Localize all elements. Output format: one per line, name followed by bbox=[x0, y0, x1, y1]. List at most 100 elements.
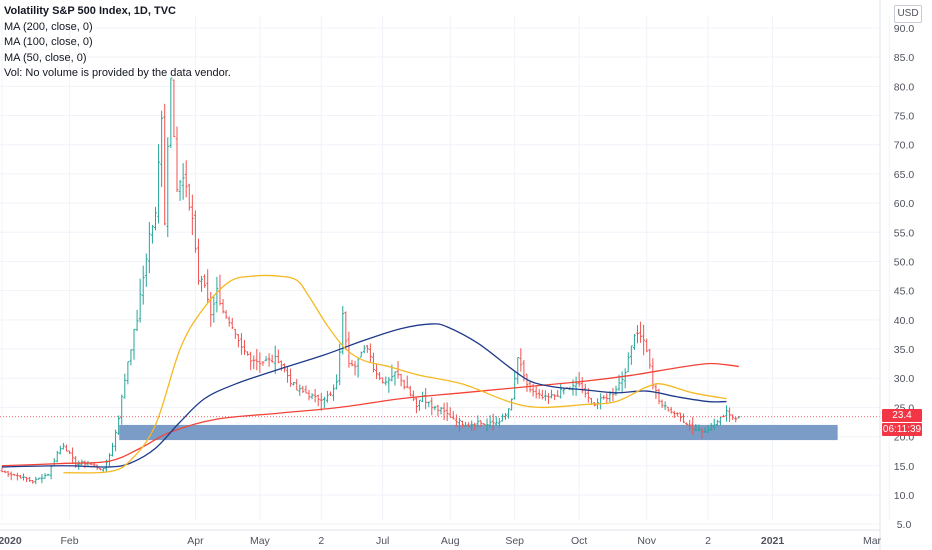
time-tick-label: Mar bbox=[863, 535, 882, 547]
candle bbox=[184, 160, 188, 198]
candle bbox=[37, 477, 41, 480]
candle bbox=[212, 295, 216, 323]
time-tick-label: 2 bbox=[318, 535, 324, 547]
candle bbox=[329, 391, 332, 397]
time-axis[interactable]: 2020 Feb Apr May 2 Jul Aug Sep Oct Nov 2 2021 Mar bbox=[0, 529, 882, 547]
candle bbox=[273, 345, 277, 374]
candle bbox=[147, 222, 151, 274]
candle bbox=[648, 348, 652, 369]
time-tick-label: Oct bbox=[571, 535, 587, 547]
candle bbox=[734, 416, 738, 423]
candle bbox=[304, 385, 308, 394]
candle bbox=[497, 417, 501, 428]
candle bbox=[550, 389, 553, 399]
candle bbox=[706, 425, 710, 433]
candle bbox=[445, 402, 449, 422]
candle bbox=[372, 352, 375, 373]
ma50-line[interactable] bbox=[63, 274, 727, 474]
candle bbox=[537, 389, 541, 399]
candle bbox=[243, 339, 246, 355]
time-tick-label: 2020 bbox=[0, 535, 22, 547]
candle bbox=[335, 374, 339, 390]
price-tick-label: 70.0 bbox=[894, 140, 915, 152]
candle bbox=[292, 381, 296, 386]
candle bbox=[660, 399, 664, 408]
candle bbox=[488, 415, 492, 428]
candle bbox=[353, 360, 357, 376]
candle bbox=[286, 366, 289, 383]
candle bbox=[111, 442, 114, 457]
indicator-volume[interactable]: Vol: No volume is provided by the data v… bbox=[4, 67, 231, 79]
candle bbox=[556, 390, 560, 397]
candle bbox=[255, 348, 259, 371]
candle bbox=[682, 413, 685, 424]
candle bbox=[605, 393, 609, 405]
candle bbox=[319, 393, 323, 411]
candle bbox=[700, 428, 704, 439]
candle bbox=[65, 444, 68, 452]
price-axis[interactable]: 5.010.015.020.025.030.035.040.045.050.05… bbox=[879, 0, 915, 550]
candle bbox=[322, 396, 326, 408]
candle bbox=[28, 476, 32, 482]
candle bbox=[178, 180, 182, 201]
candle bbox=[249, 351, 253, 371]
candle bbox=[9, 471, 13, 481]
candle bbox=[19, 474, 22, 479]
candle bbox=[540, 389, 544, 400]
candle bbox=[725, 405, 728, 422]
bar-countdown-badge: 06:11:39 bbox=[882, 423, 922, 436]
candle bbox=[197, 238, 200, 285]
candle bbox=[614, 385, 618, 396]
price-tick-label: 50.0 bbox=[894, 256, 915, 268]
candle bbox=[49, 465, 53, 480]
candle bbox=[132, 328, 136, 360]
candle bbox=[402, 379, 406, 390]
candle bbox=[415, 397, 418, 414]
candle bbox=[491, 413, 495, 431]
indicator-ma50[interactable]: MA (50, close, 0) bbox=[4, 51, 87, 64]
time-tick-label: May bbox=[250, 535, 271, 547]
candle bbox=[203, 274, 207, 288]
chart-legend: Volatility S&P 500 Index, 1D, TVC MA (20… bbox=[4, 4, 231, 82]
currency-button[interactable]: USD bbox=[894, 5, 922, 23]
candle bbox=[166, 137, 170, 238]
candle bbox=[387, 376, 391, 393]
candle bbox=[590, 397, 593, 405]
candle bbox=[252, 355, 256, 370]
candle bbox=[224, 310, 228, 319]
candle bbox=[479, 420, 483, 428]
candle bbox=[626, 352, 630, 373]
ma200-line[interactable] bbox=[1, 362, 739, 467]
price-tick-label: 60.0 bbox=[894, 198, 915, 210]
indicator-ma100[interactable]: MA (100, close, 0) bbox=[4, 36, 93, 48]
candle bbox=[270, 354, 274, 363]
ma100-line[interactable] bbox=[1, 323, 727, 468]
candle bbox=[461, 420, 464, 428]
candle bbox=[362, 345, 366, 354]
candle bbox=[676, 412, 679, 417]
candle bbox=[470, 420, 474, 431]
time-tick-label: Feb bbox=[60, 535, 78, 547]
symbol-title[interactable]: Volatility S&P 500 Index, 1D, TVC bbox=[4, 5, 176, 17]
candle bbox=[169, 77, 173, 148]
support-zone[interactable] bbox=[119, 424, 838, 441]
candle bbox=[46, 473, 50, 476]
price-tick-label: 30.0 bbox=[894, 373, 915, 385]
price-tick-label: 65.0 bbox=[894, 169, 915, 181]
candle bbox=[442, 402, 446, 421]
candle bbox=[209, 291, 213, 327]
candle bbox=[408, 385, 412, 397]
candle bbox=[654, 383, 658, 399]
candle bbox=[233, 328, 237, 339]
indicator-ma200[interactable]: MA (200, close, 0) bbox=[4, 20, 93, 33]
candle bbox=[418, 399, 421, 411]
candle bbox=[344, 311, 348, 350]
candle bbox=[68, 450, 71, 454]
candle bbox=[101, 467, 105, 472]
candle bbox=[577, 372, 581, 387]
price-tick-label: 45.0 bbox=[894, 286, 915, 298]
support-zone-layer bbox=[119, 424, 838, 441]
candle bbox=[0, 466, 4, 473]
candles-layer bbox=[0, 77, 741, 485]
